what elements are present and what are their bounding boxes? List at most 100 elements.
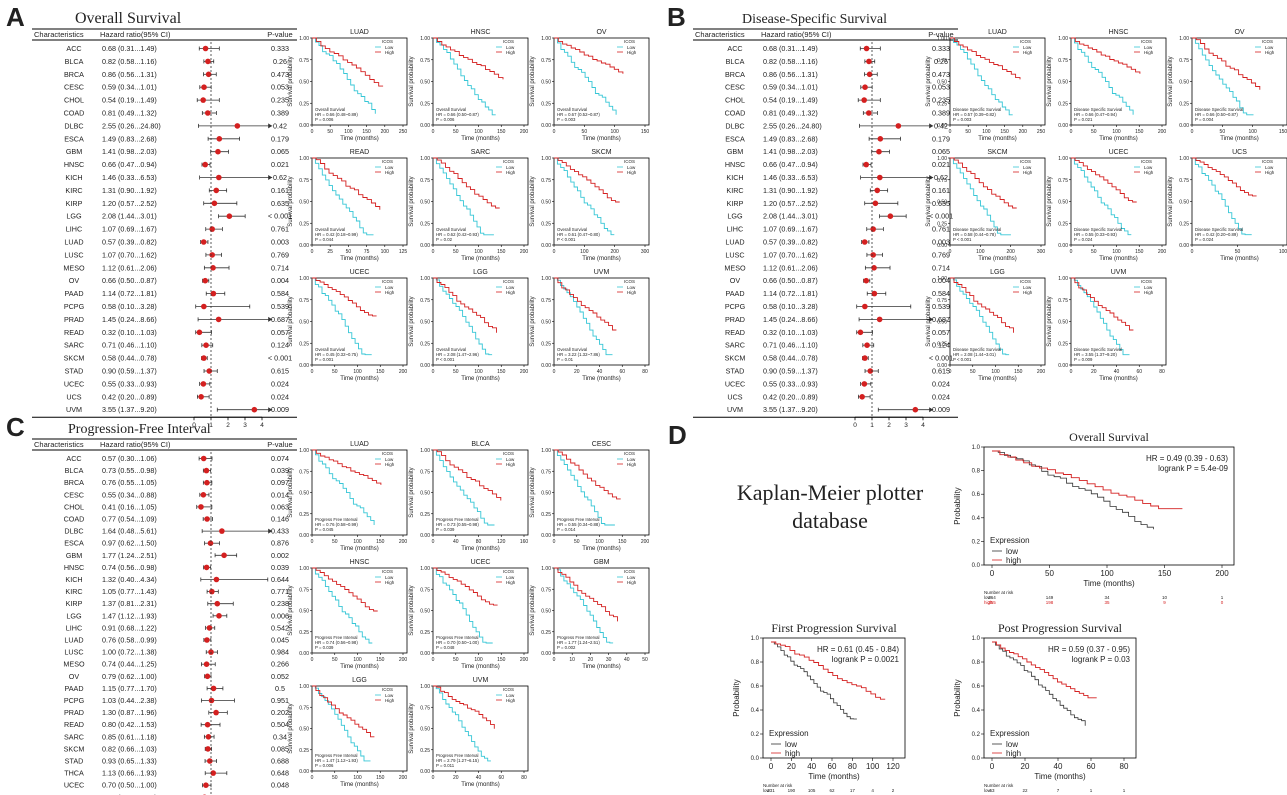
km-ytick-label: 0.75 — [937, 58, 947, 64]
km-ytick-label: 0.50 — [937, 80, 947, 86]
km-legend-high: High — [385, 170, 395, 175]
km-xtick-label: 0 — [432, 129, 435, 135]
kmd-hr: HR = 0.59 (0.37 - 0.95) — [1048, 645, 1130, 654]
row-characteristic: READ — [725, 328, 745, 337]
km-plot-ucec: UCEC 0.00 0.25 0.50 0.75 1.00 0 50 100 150 200 Time… — [409, 559, 529, 670]
km-legend-low: Low — [1265, 165, 1274, 170]
km-xtick-label: 50 — [1091, 129, 1097, 135]
km-legend-high: High — [1265, 50, 1275, 55]
row-characteristic: KIRP — [727, 199, 744, 208]
hr-point — [216, 136, 223, 142]
row-pvalue: 0.235 — [932, 96, 950, 105]
km-xtick-label: 100 — [580, 249, 589, 255]
row-characteristic: ESCA — [725, 134, 745, 143]
km-stat: Overall Survival — [436, 227, 466, 232]
km-xtick-label: 100 — [474, 129, 483, 135]
km-xtick-label: 30 — [606, 657, 612, 663]
row-hazard-ratio: 0.57 (0.39...0.82) — [763, 238, 818, 247]
km-legend-title: ICOS — [1141, 159, 1152, 164]
hr-point — [857, 329, 864, 336]
kmd-legend-title: Expression — [990, 729, 1030, 738]
hr-point — [211, 200, 218, 207]
hr-point — [216, 174, 222, 181]
hr-point — [203, 564, 210, 571]
row-characteristic: COAD — [64, 109, 85, 118]
row-hazard-ratio: 0.68 (0.31...1.49) — [102, 44, 157, 53]
km-ytick-label: 0.75 — [299, 58, 309, 64]
km-legend-low: Low — [627, 165, 636, 170]
row-pvalue: 0.021 — [932, 160, 950, 169]
km-curve-low — [312, 277, 372, 356]
row-characteristic: UVM — [727, 405, 743, 414]
row-pvalue: 0.34 — [273, 732, 287, 741]
km-xtick-label: 0 — [432, 775, 435, 781]
panel-letter: D — [668, 420, 687, 450]
row-pvalue: 0.389 — [271, 109, 289, 118]
row-pvalue: 0.021 — [271, 160, 289, 169]
hr-point — [861, 239, 868, 245]
km-xtick-label: 50 — [642, 657, 648, 663]
hr-point — [221, 552, 227, 559]
hr-point — [200, 455, 207, 462]
km-legend-low: Low — [385, 285, 394, 290]
kmd-ytick-label: 0.4 — [972, 516, 981, 522]
km-xtick-label: 100 — [1279, 249, 1287, 255]
km-legend-title: ICOS — [1141, 39, 1152, 44]
km-ytick-label: 1.00 — [299, 566, 309, 572]
km-curve-high — [950, 37, 1021, 80]
row-hazard-ratio: 0.82 (0.66...1.03) — [102, 744, 157, 753]
km-xtick-label: 60 — [1136, 369, 1142, 375]
row-characteristic: LIHC — [727, 225, 743, 234]
hr-point — [205, 734, 212, 740]
kmd-curve-high — [992, 450, 1183, 510]
kmd-hr: HR = 0.61 (0.45 - 0.84) — [817, 645, 899, 654]
km-xlabel: Time (months) — [340, 376, 378, 382]
km-curve-low — [554, 37, 617, 115]
km-xtick-label: 100 — [595, 539, 604, 545]
km-curve-high — [554, 157, 620, 203]
hr-point — [200, 492, 207, 498]
row-pvalue: 0.26 — [273, 57, 287, 66]
row-pvalue: 0.389 — [932, 109, 950, 118]
km-legend-high: High — [1265, 170, 1275, 175]
km-title: LGG — [990, 269, 1005, 276]
km-legend-title: ICOS — [382, 451, 393, 456]
row-characteristic: READ — [64, 720, 84, 729]
km-stat: P = 0.011 — [436, 763, 455, 768]
km-xtick-label: 20 — [574, 369, 580, 375]
kmd-xlabel: Time (months) — [1083, 579, 1135, 588]
kmd-xtick-label: 40 — [1054, 762, 1063, 771]
col-header-pvalue: P-value — [928, 30, 953, 39]
row-pvalue: 0.124 — [932, 341, 950, 350]
km-legend-high: High — [506, 462, 516, 467]
km-ytick-label: 0.25 — [299, 101, 309, 107]
km-stat: Disease Specific Survival — [1195, 107, 1243, 112]
km-stat: P < 0.001 — [953, 237, 972, 242]
kmd-risk-low: 22 — [1022, 788, 1028, 793]
km-xtick-label: 300 — [641, 249, 650, 255]
hr-point — [198, 504, 204, 510]
row-pvalue: 0.057 — [932, 328, 950, 337]
km-ytick-label: 0.50 — [937, 200, 947, 206]
forest-tick-label: 3 — [243, 422, 247, 429]
km-xlabel: Time (months) — [1220, 136, 1258, 142]
km-xtick-label: 150 — [1279, 129, 1287, 135]
row-pvalue: 0.26 — [934, 57, 948, 66]
km-xtick-label: 100 — [474, 249, 483, 255]
row-characteristic: LUSC — [64, 648, 83, 657]
hr-point — [866, 71, 873, 78]
kmd-title: Overall Survival — [1069, 430, 1149, 444]
km-ytick-label: 0.00 — [420, 651, 430, 657]
km-stat: P = 0.045 — [315, 527, 334, 532]
row-characteristic: KICH — [65, 575, 82, 584]
km-ytick-label: 0.25 — [937, 341, 947, 347]
row-pvalue: 0.62 — [934, 173, 948, 182]
km-legend-high: High — [627, 580, 637, 585]
kmd-risk-low: low — [984, 595, 992, 600]
row-pvalue: 0.333 — [271, 44, 289, 53]
hr-point — [887, 213, 894, 219]
km-xlabel: Time (months) — [461, 664, 499, 670]
km-plot-hnsc: HNSC 0.00 0.25 0.50 0.75 1.00 0 50 100 150 200 Time… — [288, 559, 408, 670]
row-hazard-ratio: 0.86 (0.56...1.31) — [763, 70, 818, 79]
row-pvalue: 0.045 — [271, 636, 289, 645]
